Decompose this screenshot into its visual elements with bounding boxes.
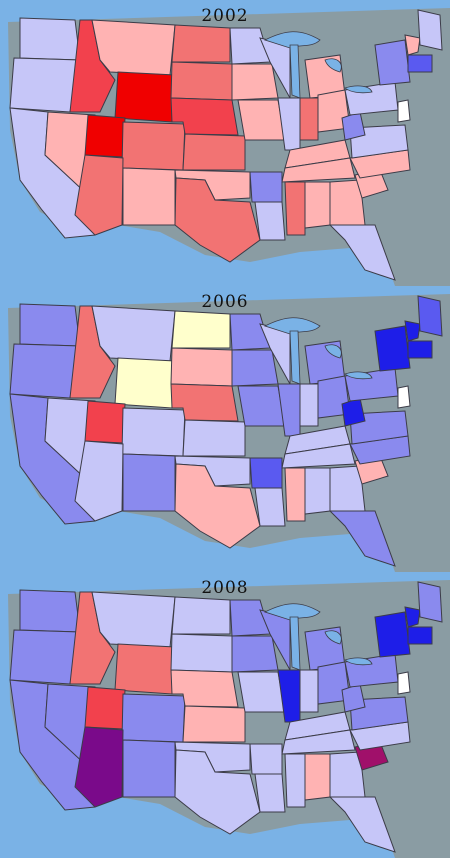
state-al <box>304 467 331 515</box>
state-ut <box>84 400 126 444</box>
state-vt <box>404 320 421 342</box>
state-fl <box>328 796 396 853</box>
state-de <box>397 99 411 123</box>
state-vt <box>404 34 421 56</box>
state-nd <box>171 596 231 635</box>
state-ar <box>249 171 283 203</box>
state-de <box>397 385 411 409</box>
us-map-2006 <box>0 286 450 572</box>
state-ut <box>84 114 126 158</box>
state-ar <box>249 457 283 489</box>
state-sd <box>170 61 233 101</box>
state-az <box>74 726 124 808</box>
state-mo <box>237 671 286 713</box>
state-ar <box>249 743 283 775</box>
state-me <box>417 295 443 337</box>
map-year-label: 2002 <box>201 6 249 26</box>
state-nd <box>171 24 231 63</box>
state-mo <box>237 99 286 141</box>
state-nm <box>122 453 176 512</box>
state-fl <box>328 224 396 281</box>
state-fl <box>328 510 396 567</box>
state-sd <box>170 633 233 673</box>
map-year-label: 2006 <box>201 292 249 312</box>
state-ks <box>182 705 246 743</box>
state-nd <box>171 310 231 349</box>
state-ny <box>374 325 411 372</box>
state-la <box>254 201 286 241</box>
state-or <box>9 343 81 399</box>
states-layer <box>0 286 450 572</box>
state-in <box>299 97 319 141</box>
state-sd <box>170 347 233 387</box>
state-in <box>299 383 319 427</box>
state-tn <box>281 443 356 469</box>
state-ut <box>84 686 126 730</box>
state-ms <box>284 753 306 808</box>
state-wy <box>114 643 176 695</box>
map-panel-2002: 2002 <box>0 0 450 286</box>
state-co <box>121 121 186 171</box>
state-la <box>254 487 286 527</box>
state-co <box>121 693 186 743</box>
us-map-2002 <box>0 0 450 286</box>
state-ia <box>231 635 279 673</box>
state-al <box>304 181 331 229</box>
map-year-label: 2008 <box>201 578 249 598</box>
state-co <box>121 407 186 457</box>
state-or <box>9 57 81 113</box>
state-wy <box>114 357 176 409</box>
state-nm <box>122 167 176 226</box>
state-or <box>9 629 81 685</box>
state-ny <box>374 611 411 658</box>
state-az <box>74 440 124 522</box>
state-nm <box>122 739 176 798</box>
state-vt <box>404 606 421 628</box>
state-az <box>74 154 124 236</box>
state-ma <box>407 626 433 645</box>
states-layer <box>0 0 450 286</box>
state-in <box>299 669 319 713</box>
state-al <box>304 753 331 801</box>
state-ms <box>284 467 306 522</box>
map-panel-2006: 2006 <box>0 286 450 572</box>
state-de <box>397 671 411 695</box>
state-la <box>254 773 286 813</box>
state-tn <box>281 157 356 183</box>
state-ks <box>182 419 246 457</box>
state-ny <box>374 39 411 86</box>
state-me <box>417 581 443 623</box>
state-wy <box>114 71 176 123</box>
state-ia <box>231 63 279 101</box>
state-mo <box>237 385 286 427</box>
state-ma <box>407 54 433 73</box>
states-layer <box>0 572 450 858</box>
state-ms <box>284 181 306 236</box>
state-tn <box>281 729 356 755</box>
state-me <box>417 9 443 51</box>
state-ma <box>407 340 433 359</box>
state-ks <box>182 133 246 171</box>
us-map-2008 <box>0 572 450 858</box>
state-ia <box>231 349 279 387</box>
map-panel-2008: 2008 <box>0 572 450 858</box>
